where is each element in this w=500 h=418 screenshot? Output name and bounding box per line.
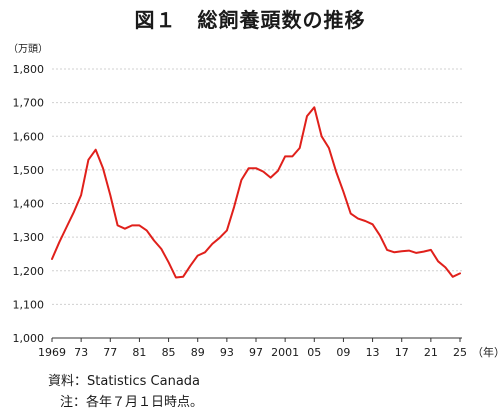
source-note: 資料：Statistics Canada [48, 374, 201, 389]
gridlines [52, 68, 462, 339]
x-tick-label: 17 [395, 346, 409, 359]
y-tick-label: 1,500 [13, 164, 45, 177]
x-tick-label: 21 [424, 346, 438, 359]
y-tick-label: 1,300 [13, 231, 45, 244]
chart-title: 図１ 総飼養頭数の推移 [134, 8, 366, 32]
y-axis-unit-label: （万頭） [8, 43, 48, 55]
y-tick-label: 1,700 [13, 97, 45, 110]
x-tick-label: 05 [307, 346, 321, 359]
y-tick-label: 1,800 [13, 63, 45, 76]
x-axis-unit-label: （年） [472, 345, 500, 359]
series-line [51, 106, 461, 279]
y-axis-ticks: 1,000 1,100 1,200 1,300 1,400 1,500 1,600 1,700… [13, 63, 45, 345]
x-tick-label: 1969 [38, 346, 66, 359]
y-tick-label: 1,200 [13, 265, 45, 278]
y-tick-label: 1,400 [13, 198, 45, 211]
x-tick-label: 93 [220, 346, 234, 359]
x-tick-label: 97 [249, 346, 263, 359]
x-tick-label: 81 [132, 346, 146, 359]
x-tick-label: 25 [453, 346, 467, 359]
x-tick-label: 77 [103, 346, 117, 359]
y-tick-label: 1,100 [13, 298, 45, 311]
y-tick-label: 1,000 [13, 332, 45, 345]
x-tick-label: 2001 [271, 346, 299, 359]
footnote: 注：各年７月１日時点。 [60, 395, 204, 410]
y-tick-label: 1,600 [13, 130, 45, 143]
x-tick-label: 85 [162, 346, 176, 359]
x-tick-label: 13 [366, 346, 380, 359]
x-tick-label: 73 [74, 346, 88, 359]
x-tick-label: 89 [191, 346, 205, 359]
x-tick-label: 09 [336, 346, 350, 359]
series-lines [51, 106, 461, 279]
x-axis-ticks: 1969 73 77 81 85 89 93 97 2001 05 09 13 17 21 25 [38, 338, 467, 359]
